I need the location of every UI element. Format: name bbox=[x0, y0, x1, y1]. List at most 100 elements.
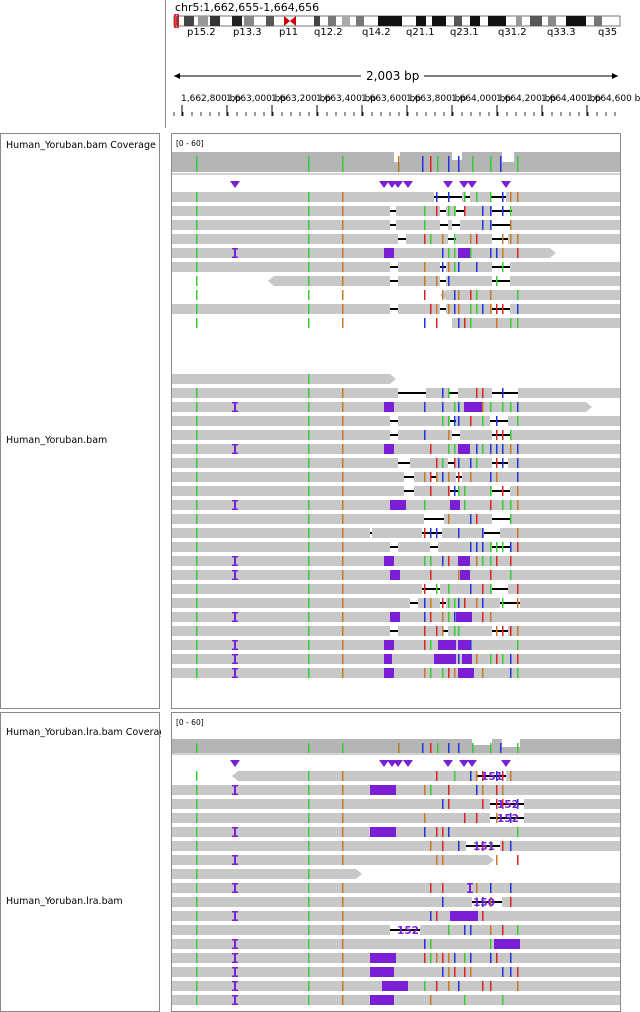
read-mismatch bbox=[482, 771, 484, 781]
read-mismatch bbox=[308, 967, 310, 977]
track-name-coverage-1[interactable]: Human_Yoruban.bam Coverage bbox=[6, 140, 156, 151]
read-mismatch bbox=[482, 528, 484, 538]
read-mismatch bbox=[458, 472, 460, 482]
band-label: q14.2 bbox=[362, 27, 391, 38]
read-mismatch bbox=[196, 841, 198, 851]
read-mismatch bbox=[454, 458, 456, 468]
read-mismatch bbox=[517, 528, 519, 538]
read-insertion-block bbox=[370, 967, 394, 977]
read-mismatch bbox=[196, 220, 198, 230]
read-deletion-line bbox=[390, 420, 398, 422]
read-mismatch bbox=[490, 444, 492, 454]
read-mismatch bbox=[424, 220, 426, 230]
read-mismatch bbox=[342, 486, 344, 496]
aligned-read bbox=[172, 668, 620, 678]
insertion-ibeam bbox=[232, 919, 238, 921]
read-mismatch bbox=[454, 486, 456, 496]
read-deletion-line bbox=[448, 392, 458, 394]
aligned-read bbox=[172, 883, 620, 893]
read-mismatch bbox=[308, 995, 310, 1005]
read-mismatch bbox=[458, 402, 460, 412]
read-mismatch bbox=[424, 981, 426, 991]
insertion-ibeam bbox=[232, 793, 238, 795]
coverage-mismatch bbox=[196, 743, 198, 753]
track-name-coverage-2[interactable]: Human_Yoruban.lra.bam Coverage bbox=[6, 727, 161, 738]
read-mismatch bbox=[476, 556, 478, 566]
read-mismatch bbox=[458, 318, 460, 328]
insertion-size-label: 152 bbox=[497, 813, 519, 825]
coverage-mismatch bbox=[422, 156, 424, 172]
track-name-alignments-1[interactable]: Human_Yoruban.bam bbox=[6, 435, 108, 446]
coverage-mismatch bbox=[472, 156, 474, 172]
read-mismatch bbox=[482, 981, 484, 991]
read-mismatch bbox=[436, 206, 438, 216]
header-name-panel bbox=[165, 0, 166, 128]
read-mismatch bbox=[510, 570, 512, 580]
read-mismatch bbox=[502, 654, 504, 664]
read-mismatch bbox=[196, 542, 198, 552]
read-mismatch bbox=[517, 234, 519, 244]
read-insertion-block bbox=[450, 911, 478, 921]
read-mismatch bbox=[196, 855, 198, 865]
read-mismatch bbox=[436, 771, 438, 781]
read-mismatch bbox=[464, 925, 466, 935]
read-insertion-block bbox=[384, 668, 394, 678]
read-mismatch bbox=[458, 416, 460, 426]
insertion-ibeam bbox=[232, 835, 238, 837]
read-mismatch bbox=[448, 262, 450, 272]
read-mismatch bbox=[464, 598, 466, 608]
alignment-view-2[interactable]: 151 152 152 151 150 152 bbox=[172, 713, 621, 1012]
track-name-alignments-2[interactable]: Human_Yoruban.lra.bam bbox=[6, 896, 123, 907]
read-mismatch bbox=[308, 570, 310, 580]
read-mismatch bbox=[496, 556, 498, 566]
band-label: q12.2 bbox=[314, 27, 343, 38]
read-mismatch bbox=[496, 276, 498, 286]
read-mismatch bbox=[458, 290, 460, 300]
alignment-view-1[interactable] bbox=[172, 134, 621, 709]
read-mismatch bbox=[196, 444, 198, 454]
read-mismatch bbox=[502, 444, 504, 454]
chromosome-ideogram[interactable] bbox=[170, 14, 622, 28]
read-deletion-line bbox=[492, 224, 510, 226]
read-mismatch bbox=[342, 542, 344, 552]
read-mismatch bbox=[476, 192, 478, 202]
read-mismatch bbox=[308, 318, 310, 328]
read-mismatch bbox=[436, 304, 438, 314]
aligned-read bbox=[172, 911, 620, 921]
insertion-marker bbox=[459, 181, 469, 188]
read-mismatch bbox=[448, 388, 450, 398]
aligned-read bbox=[440, 290, 620, 300]
insertion-marker bbox=[403, 760, 413, 767]
read-mismatch bbox=[342, 388, 344, 398]
read-mismatch bbox=[510, 897, 512, 907]
aligned-read bbox=[172, 897, 620, 907]
read-mismatch bbox=[342, 262, 344, 272]
read-mismatch bbox=[196, 248, 198, 258]
read-mismatch bbox=[342, 799, 344, 809]
read-mismatch bbox=[442, 668, 444, 678]
read-deletion-line bbox=[492, 280, 510, 282]
read-mismatch bbox=[470, 514, 472, 524]
read-mismatch bbox=[196, 304, 198, 314]
coverage-mismatch bbox=[490, 156, 492, 172]
read-mismatch bbox=[448, 486, 450, 496]
read-insertion-block bbox=[458, 668, 474, 678]
insertion-ibeam bbox=[232, 975, 238, 977]
read-deletion-line bbox=[456, 210, 464, 212]
read-mismatch bbox=[482, 444, 484, 454]
read-mismatch bbox=[510, 234, 512, 244]
read-mismatch bbox=[196, 827, 198, 837]
ruler-tick-label: 1,663,200 bp bbox=[271, 94, 332, 104]
read-mismatch bbox=[517, 402, 519, 412]
read-mismatch bbox=[482, 416, 484, 426]
alignment-panel-1[interactable]: [0 - 60] bbox=[171, 133, 621, 709]
read-mismatch bbox=[482, 220, 484, 230]
read-mismatch bbox=[308, 416, 310, 426]
read-mismatch bbox=[482, 612, 484, 622]
read-mismatch bbox=[496, 416, 498, 426]
read-deletion-line bbox=[452, 224, 460, 226]
read-mismatch bbox=[442, 262, 444, 272]
alignment-panel-2[interactable]: [0 - 60] 151 152 152 151 150 152 bbox=[171, 712, 621, 1012]
read-mismatch bbox=[436, 472, 438, 482]
read-mismatch bbox=[430, 995, 432, 1005]
